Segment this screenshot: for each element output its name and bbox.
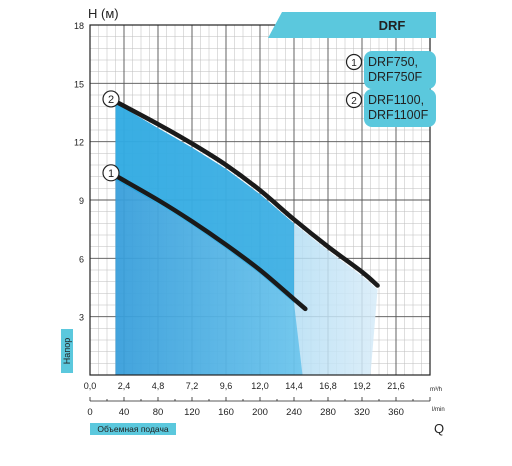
- curve-series-1: [104, 168, 308, 312]
- x-tick-label: 7,2: [186, 381, 199, 391]
- legend-marker-1-label: 1: [351, 58, 357, 69]
- legend-item-1: DRF750, DRF750F: [368, 55, 423, 84]
- bottom-label-bg: [90, 423, 176, 435]
- x2-tick-label: 280: [320, 407, 336, 418]
- legend: 1 DRF750, DRF750F 2 DRF1100, DRF1100F: [345, 51, 436, 127]
- x-tick-label: 2,4: [118, 381, 131, 391]
- x-tick-label: 21,6: [387, 381, 405, 391]
- legend-marker-1: [345, 53, 363, 71]
- x-tick-label: 19,2: [353, 381, 371, 391]
- legend-marker-2: [345, 91, 363, 109]
- operating-areas: [107, 102, 378, 375]
- legend-item-2: DRF1100, DRF1100F: [368, 93, 429, 122]
- y-tick-label: 15: [74, 79, 84, 89]
- x-unit-label: m³/h: [430, 387, 442, 393]
- curve-series-2: [104, 94, 380, 288]
- x-tick-label: 14,4: [285, 381, 303, 391]
- x-tick-label: 9,6: [220, 381, 233, 391]
- x2-tick-label: 320: [354, 407, 370, 418]
- legend-box-2: [364, 89, 436, 127]
- y-tick-labels: 3 6 9 12 15 18: [74, 21, 84, 323]
- side-label-bg: [61, 329, 73, 373]
- x-tick-label: 0,0: [84, 381, 97, 391]
- x-tick-label: 4,8: [152, 381, 165, 391]
- curves: [104, 94, 380, 312]
- legend-box-1: [364, 51, 436, 89]
- x2-tick-label: 0: [87, 407, 92, 418]
- x2-tick-label: 120: [184, 407, 200, 418]
- chart-title: DRF: [379, 18, 406, 33]
- y-tick-label: 18: [74, 21, 84, 31]
- y-tick-label: 3: [79, 313, 84, 323]
- x-tick-label: 16,8: [319, 381, 337, 391]
- y-tick-label: 12: [74, 138, 84, 148]
- x2-tick-label: 240: [286, 407, 302, 418]
- curve-marker-label-1: 1: [108, 168, 114, 180]
- curve-marker-1: [102, 164, 120, 182]
- area-band: [107, 102, 294, 304]
- curve-marker-2: [102, 90, 120, 108]
- secondary-x-axis: 0 40 80 120 160 200 240 280 320 360: [87, 397, 431, 418]
- legend-marker-2-label: 2: [351, 96, 357, 107]
- x-axis-end-label: Q: [434, 421, 444, 436]
- area-series-1: [115, 176, 303, 375]
- y-tick-label: 9: [79, 196, 84, 206]
- x2-tick-label: 360: [388, 407, 404, 418]
- title-banner: [268, 12, 436, 38]
- x2-tick-label: 200: [252, 407, 268, 418]
- x2-tick-label: 160: [218, 407, 234, 418]
- y-tick-label: 6: [79, 254, 84, 264]
- plot-border: [89, 24, 431, 376]
- x2-tick-label: 80: [153, 407, 164, 418]
- y-axis-label: H (м): [88, 6, 119, 21]
- curve-markers: 12: [102, 90, 120, 182]
- x2-tick-label: 40: [119, 407, 130, 418]
- x-tick-label: 12,0: [251, 381, 269, 391]
- curve-marker-label-2: 2: [108, 94, 114, 106]
- x2-unit-label: l/min: [432, 407, 445, 413]
- bottom-axis-label: Объемная подача: [97, 424, 169, 434]
- side-axis-label: Напор: [62, 338, 72, 364]
- x-tick-labels: 0,0 2,4 4,8 7,2 9,6 12,0 14,4 16,8 19,2 21,6: [84, 381, 405, 391]
